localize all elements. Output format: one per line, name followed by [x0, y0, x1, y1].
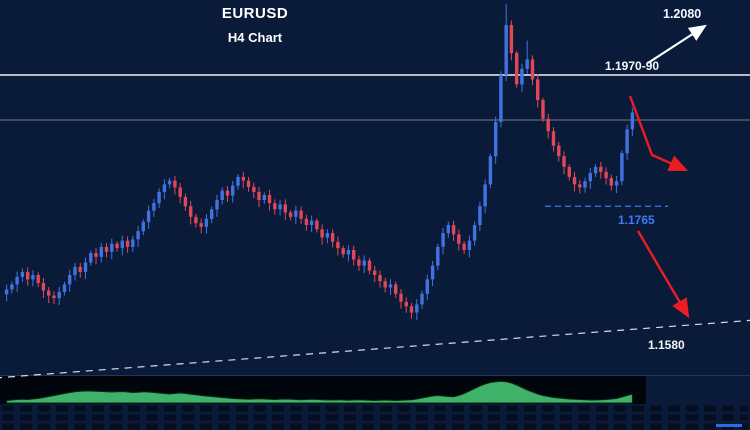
bearish-continuation-arrow	[636, 230, 690, 319]
bottom-scale-rows	[2, 405, 748, 430]
resistance-zone-label: 1.1970-90	[605, 59, 659, 73]
ascending-trendline	[0, 319, 750, 379]
upside-target-label: 1.2080	[663, 7, 701, 21]
trendline-target-label: 1.1580	[648, 338, 685, 352]
bearish-rejection-arrow	[628, 95, 689, 172]
scrollbar-thumb[interactable]	[716, 424, 742, 427]
volume-indicator-area	[6, 380, 633, 404]
bullish-breakout-arrow	[647, 24, 707, 64]
candlestick-series	[4, 3, 635, 320]
support-level-label: 1.1765	[618, 213, 655, 227]
